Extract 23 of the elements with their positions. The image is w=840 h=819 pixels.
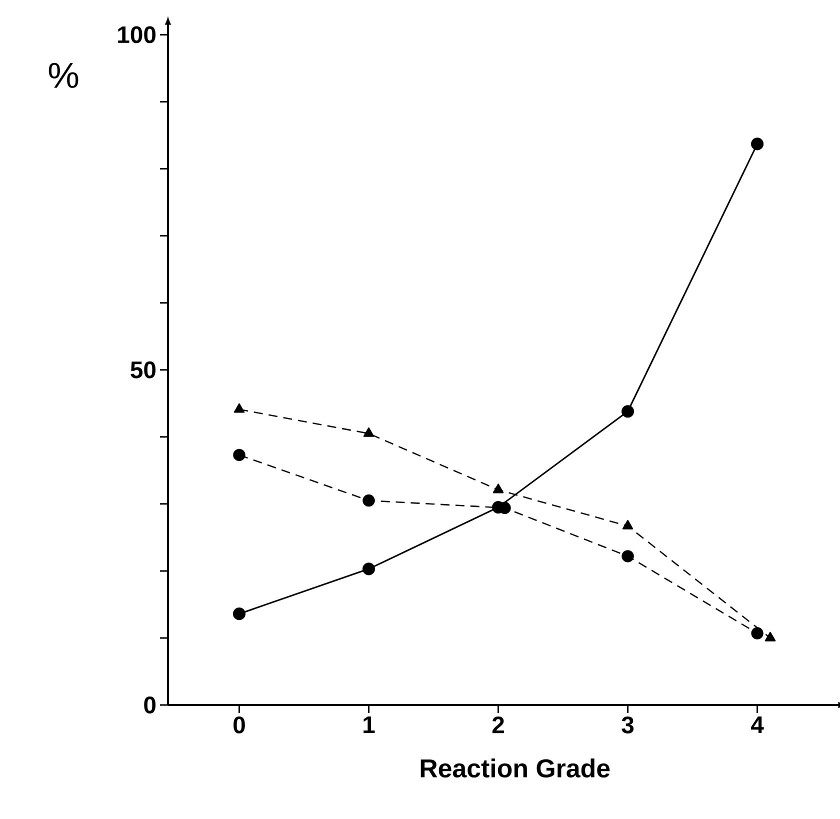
point	[622, 550, 634, 562]
y-tick-label: 100	[118, 26, 156, 44]
x-tick-label: 4	[751, 716, 764, 733]
point	[492, 484, 504, 494]
point	[622, 405, 634, 418]
x-tick-label: 0	[234, 716, 245, 734]
point	[751, 138, 764, 150]
point	[232, 608, 246, 620]
point	[622, 520, 634, 530]
x-tick-label: 1	[364, 716, 375, 733]
y-axis-title: %	[48, 62, 78, 88]
x-tick-label: 2	[492, 716, 504, 734]
point	[362, 562, 376, 576]
x-tick-label: 3	[622, 716, 634, 734]
point	[363, 427, 374, 437]
x-axis-title: Reaction Grade	[420, 758, 610, 778]
point	[751, 627, 764, 640]
point	[764, 632, 776, 642]
point	[234, 403, 245, 413]
y-tick-label: 0	[144, 696, 156, 714]
point	[362, 494, 375, 507]
point	[233, 448, 246, 462]
y-tick-label: 50	[130, 361, 156, 378]
